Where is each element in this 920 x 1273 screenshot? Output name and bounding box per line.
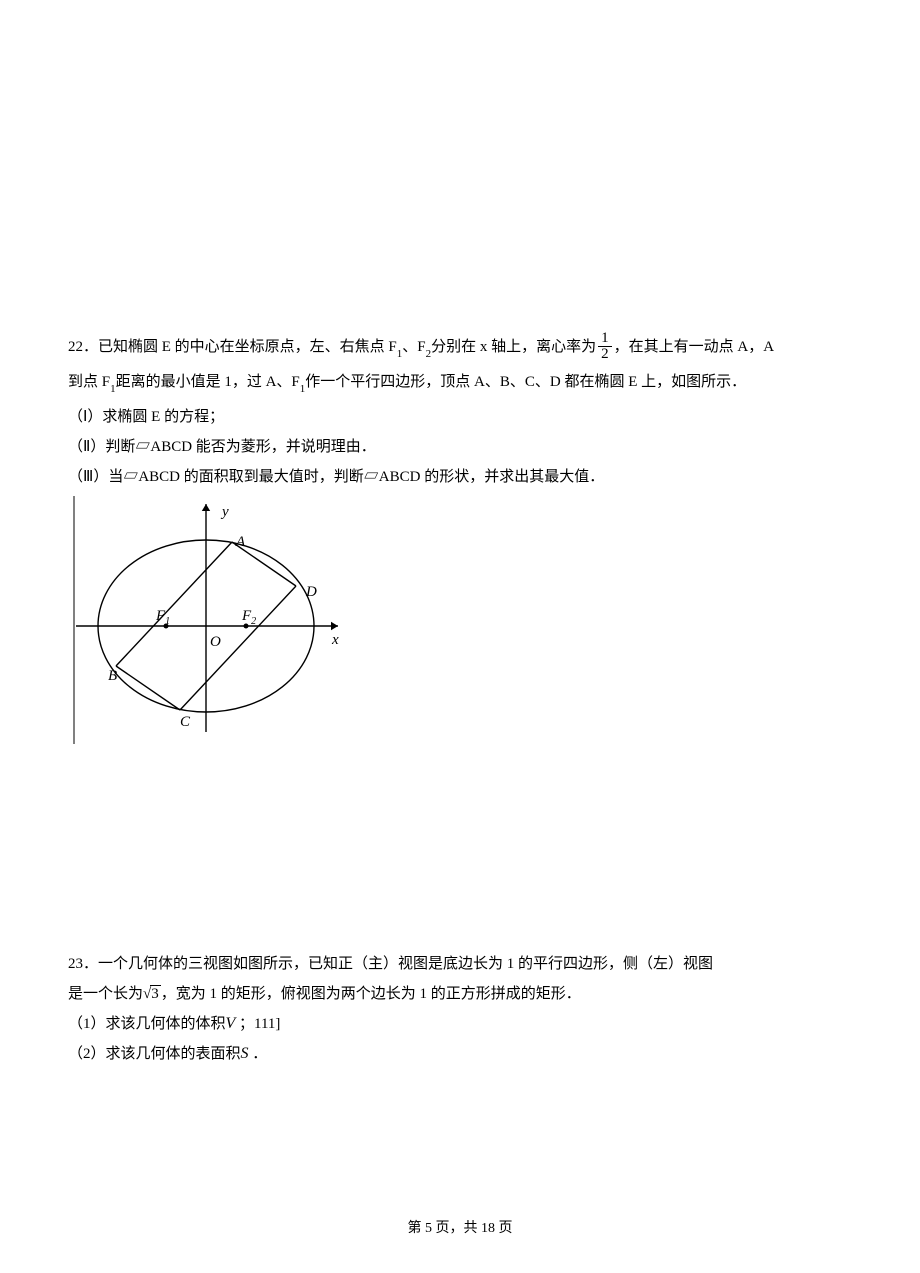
q23-line1: 23．一个几何体的三视图如图所示，已知正（主）视图是底边长为 1 的平行四边形，… bbox=[68, 949, 852, 979]
page-footer: 第 5 页，共 18 页 bbox=[0, 1217, 920, 1237]
q22-part2: （Ⅱ）判断▱ABCD 能否为菱形，并说明理由． bbox=[68, 432, 852, 462]
q23-part2: （2）求该几何体的表面积S ． bbox=[68, 1039, 852, 1069]
q23-line2: 是一个长为√3，宽为 1 的矩形，俯视图为两个边长为 1 的正方形拼成的矩形． bbox=[68, 979, 852, 1009]
svg-text:O: O bbox=[210, 634, 221, 650]
svg-text:F2: F2 bbox=[241, 608, 256, 627]
q22-part1: （Ⅰ）求椭圆 E 的方程； bbox=[68, 402, 852, 432]
problem-22: 22．已知椭圆 E 的中心在坐标原点，左、右焦点 F1、F2分别在 x 轴上，离… bbox=[68, 332, 852, 755]
fraction-half: 12 bbox=[598, 331, 612, 362]
q22-diagram: yxOABCDF1F2 bbox=[68, 496, 852, 755]
ellipse-diagram-svg: yxOABCDF1F2 bbox=[68, 496, 348, 744]
svg-text:x: x bbox=[331, 632, 339, 648]
svg-text:y: y bbox=[220, 504, 229, 520]
problem-23: 23．一个几何体的三视图如图所示，已知正（主）视图是底边长为 1 的平行四边形，… bbox=[68, 949, 852, 1069]
svg-text:B: B bbox=[108, 668, 117, 684]
q22-part3: （Ⅲ）当▱ABCD 的面积取到最大值时，判断▱ABCD 的形状，并求出其最大值． bbox=[68, 462, 852, 492]
q22-line1: 22．已知椭圆 E 的中心在坐标原点，左、右焦点 F1、F2分别在 x 轴上，离… bbox=[68, 332, 852, 367]
q22-line2: 到点 F1距离的最小值是 1，过 A、F1作一个平行四边形，顶点 A、B、C、D… bbox=[68, 367, 852, 402]
sqrt-3: √3 bbox=[143, 979, 161, 1009]
q23-part1: （1）求该几何体的体积V ；111] bbox=[68, 1009, 852, 1039]
svg-text:D: D bbox=[305, 584, 317, 600]
svg-text:A: A bbox=[235, 534, 246, 550]
svg-text:C: C bbox=[180, 714, 191, 730]
q22-number: 22． bbox=[68, 339, 98, 355]
q23-number: 23． bbox=[68, 956, 98, 972]
